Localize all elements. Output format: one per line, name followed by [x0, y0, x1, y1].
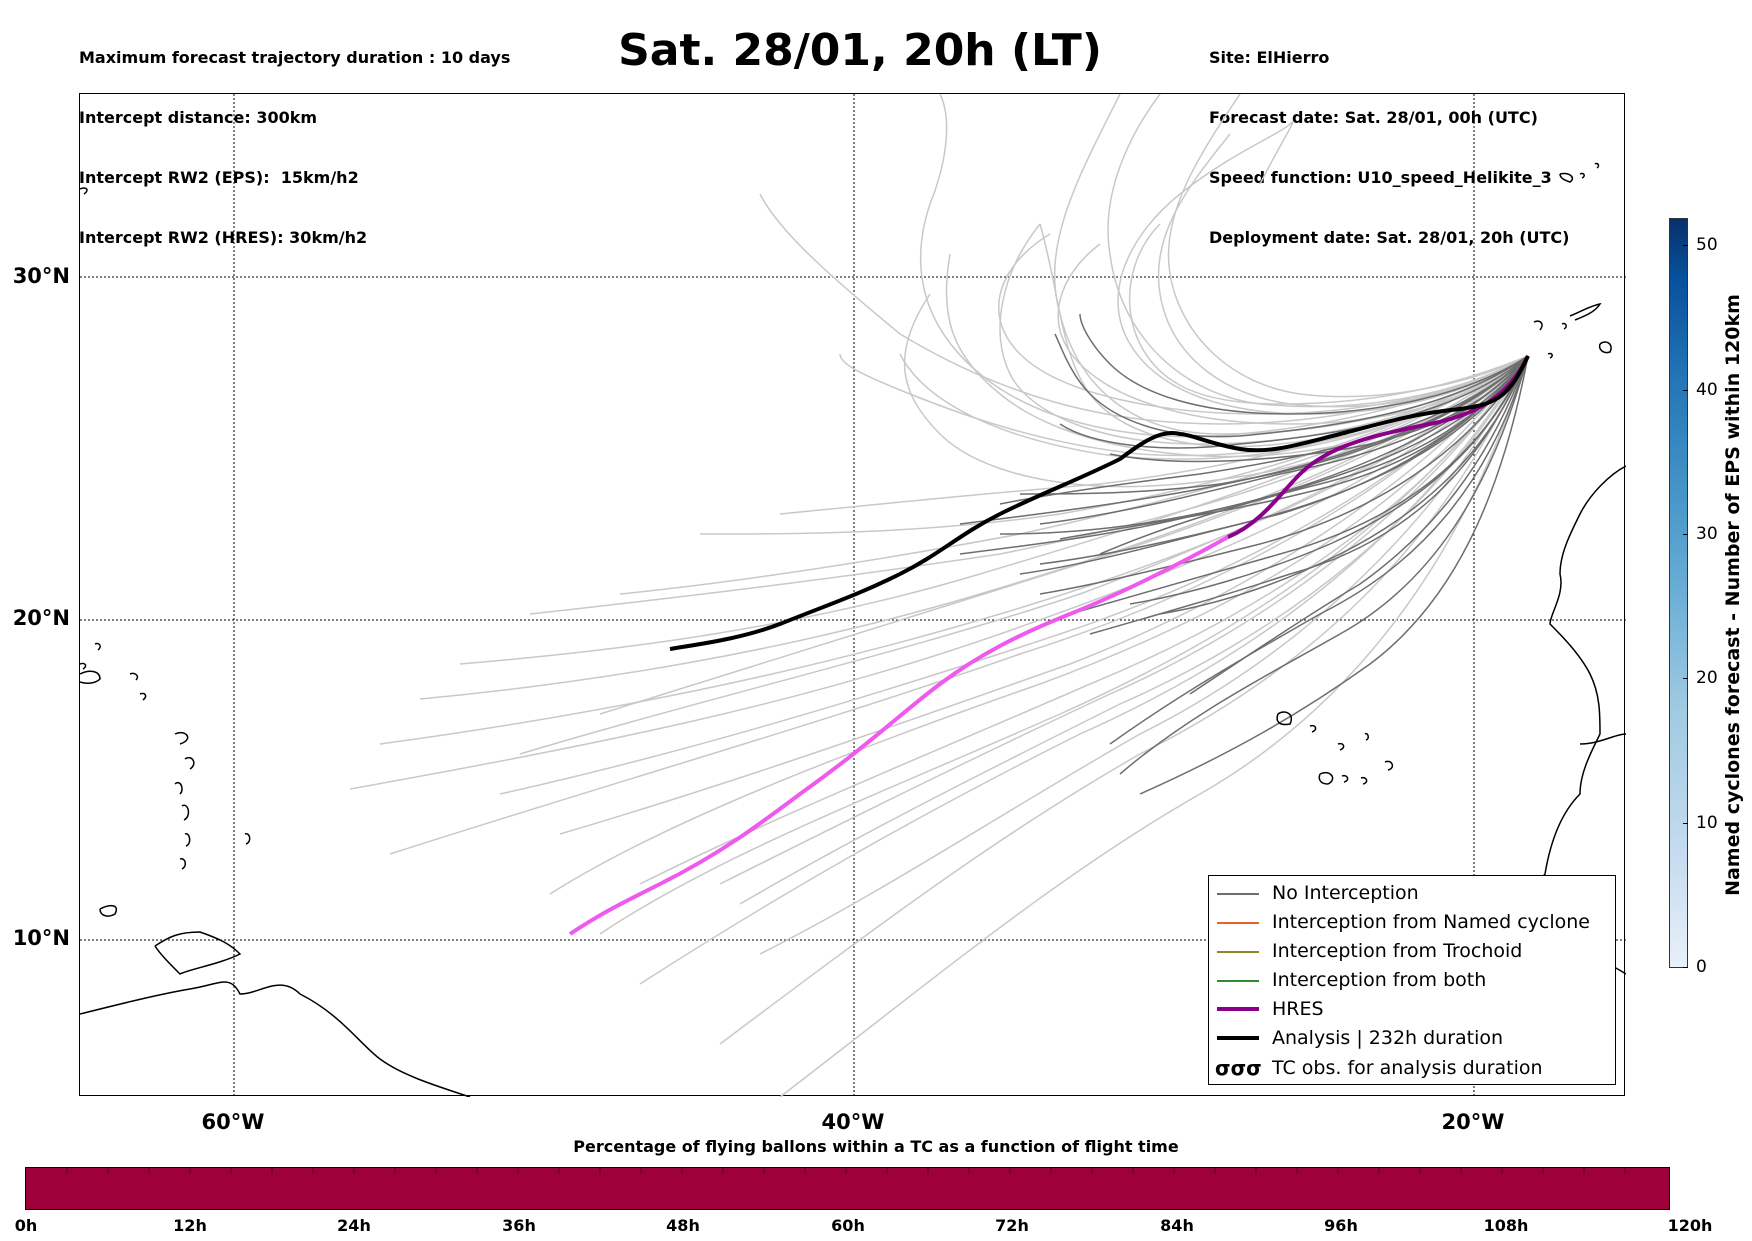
left-header: Maximum forecast trajectory duration : 1… — [79, 8, 510, 268]
trinidad-coast — [154, 931, 242, 975]
pct-tick-24h: 24h — [337, 1216, 371, 1235]
legend-swatch — [1217, 922, 1259, 924]
map-panel[interactable] — [79, 93, 1626, 1097]
page-title: Sat. 28/01, 20h (LT) — [618, 25, 1102, 76]
colorbar-tick-label-50: 50 — [1696, 235, 1718, 255]
lon-label-20w: 20°W — [1441, 1110, 1505, 1134]
lon-label-60w: 60°W — [201, 1110, 265, 1134]
deployment-date-text: Deployment date: Sat. 28/01, 20h (UTC) — [1209, 228, 1570, 247]
colorbar-tick-label-0: 0 — [1696, 957, 1707, 977]
legend-label: Interception from both — [1272, 969, 1487, 991]
legend-swatch — [1217, 951, 1259, 953]
tc-symbol-icon: σσσ — [1215, 1056, 1262, 1080]
legend-swatch — [1217, 980, 1259, 982]
canary-islands — [1533, 320, 1543, 331]
pct-tick-84h: 84h — [1160, 1216, 1194, 1235]
colorbar-tick — [1683, 245, 1688, 246]
intercept-hres-text: Intercept RW2 (HRES): 30km/h2 — [79, 228, 368, 247]
pct-tick-120h: 120h — [1667, 1216, 1713, 1235]
cape-verde-islands — [1276, 711, 1292, 726]
legend-label: Interception from Named cyclone — [1272, 911, 1590, 933]
colorbar-tick-label-10: 10 — [1696, 813, 1718, 833]
pct-tick-36h: 36h — [502, 1216, 536, 1235]
percentage-bar — [25, 1167, 1670, 1210]
pct-tick-108h: 108h — [1483, 1216, 1529, 1235]
pct-tick-0h: 0h — [14, 1216, 38, 1235]
pct-tick-60h: 60h — [831, 1216, 865, 1235]
pct-tick-48h: 48h — [666, 1216, 700, 1235]
colorbar — [1669, 218, 1688, 968]
colorbar-tick-label-30: 30 — [1696, 524, 1718, 544]
percentage-bar-title: Percentage of flying ballons within a TC… — [573, 1137, 1179, 1156]
percentage-bar-gridlines — [66, 1168, 1626, 1174]
speed-function-text: Speed function: U10_speed_Helikite_3 — [1209, 168, 1552, 187]
colorbar-tick — [1683, 534, 1688, 535]
hres-track-late — [568, 535, 1229, 936]
pct-tick-72h: 72h — [995, 1216, 1029, 1235]
colorbar-tick — [1683, 823, 1688, 824]
lat-label-20n: 20°N — [12, 606, 70, 630]
lat-label-30n: 30°N — [12, 264, 70, 288]
right-header: Site: ElHierro Forecast date: Sat. 28/01… — [1209, 8, 1569, 268]
colorbar-label: Named cyclones forecast - Number of EPS … — [1722, 294, 1744, 896]
map-canvas — [80, 94, 1626, 1097]
max-duration-text: Maximum forecast trajectory duration : 1… — [79, 48, 511, 67]
intercept-distance-text: Intercept distance: 300km — [79, 108, 318, 127]
madeira-islands — [1559, 172, 1574, 183]
lat-label-10n: 10°N — [12, 926, 70, 950]
pct-tick-12h: 12h — [173, 1216, 207, 1235]
colorbar-tick-label-40: 40 — [1696, 380, 1718, 400]
colorbar-tick — [1683, 967, 1688, 968]
intercept-eps-text: Intercept RW2 (EPS): 15km/h2 — [79, 168, 359, 187]
lon-label-40w: 40°W — [821, 1110, 885, 1134]
percentage-bar-ticks — [66, 1168, 1626, 1174]
legend-label: Analysis | 232h duration — [1272, 1027, 1504, 1049]
legend-label: HRES — [1272, 998, 1324, 1020]
legend-label: No Interception — [1272, 882, 1419, 904]
colorbar-tick-label-20: 20 — [1696, 668, 1718, 688]
legend-label: Interception from Trochoid — [1272, 940, 1523, 962]
analysis-track — [669, 355, 1530, 651]
pct-tick-96h: 96h — [1324, 1216, 1358, 1235]
site-text: Site: ElHierro — [1209, 48, 1330, 67]
colorbar-tick — [1683, 678, 1688, 679]
legend-swatch — [1217, 893, 1259, 895]
legend-swatch — [1217, 1036, 1259, 1040]
legend-label: TC obs. for analysis duration — [1272, 1057, 1543, 1079]
map-legend: No Interception Interception from Named … — [1208, 875, 1616, 1085]
colorbar-tick — [1683, 390, 1688, 391]
south-america-coast — [80, 981, 471, 1097]
legend-swatch — [1217, 1007, 1259, 1011]
